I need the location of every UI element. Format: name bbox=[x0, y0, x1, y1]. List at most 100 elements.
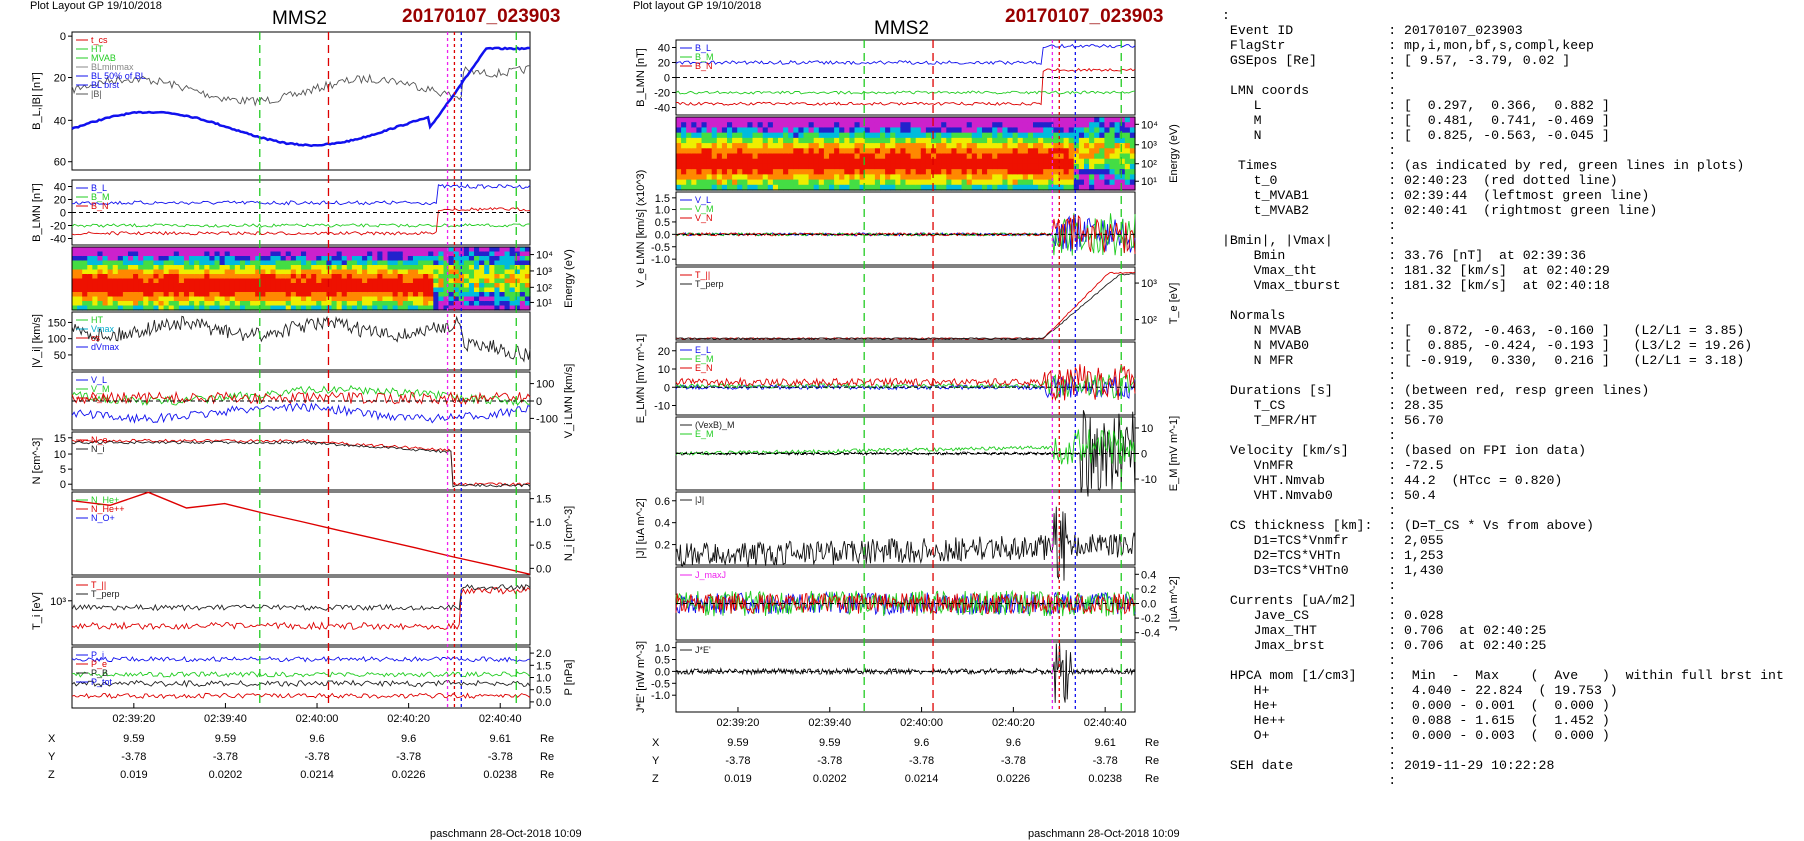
x-tick-label: 02:40:40 bbox=[479, 713, 522, 725]
panel-frame bbox=[71, 491, 531, 576]
x-tick-label: 02:40:40 bbox=[1084, 717, 1127, 729]
series-line bbox=[676, 67, 1136, 106]
y-tick-label: -10 bbox=[1141, 474, 1157, 486]
y-tick-label: -0.5 bbox=[651, 242, 670, 254]
y-tick-label: 40 bbox=[658, 43, 670, 55]
y-axis-label: N [cm^-3] bbox=[31, 438, 43, 485]
coord-value: -3.78 bbox=[304, 751, 329, 763]
mid-spacecraft-title: MMS2 bbox=[874, 18, 929, 39]
x-tick-label: 02:40:00 bbox=[900, 717, 943, 729]
y-tick-label: -10 bbox=[654, 401, 670, 413]
series-line bbox=[675, 429, 1136, 465]
series-line bbox=[71, 402, 531, 424]
series-line bbox=[676, 642, 1136, 703]
y-tick-label: 0.5 bbox=[655, 655, 670, 667]
y-tick-label: 0 bbox=[60, 31, 66, 43]
y-tick-label: 20 bbox=[658, 58, 670, 70]
coord-value: 9.59 bbox=[727, 737, 748, 749]
coord-value: 9.6 bbox=[309, 733, 324, 745]
coord-value: -3.78 bbox=[213, 751, 238, 763]
series-line bbox=[71, 491, 531, 575]
y-axis-label: B_L,|B| [nT] bbox=[31, 72, 43, 130]
y-tick-label: 0.0 bbox=[1141, 599, 1156, 611]
series-line bbox=[675, 271, 1136, 340]
coord-value: 0.0238 bbox=[483, 769, 517, 781]
y-axis-label: B_LMN [nT] bbox=[31, 183, 43, 242]
legend-label: t_cs bbox=[91, 35, 108, 45]
series-line bbox=[71, 207, 531, 236]
coord-value: 0.0238 bbox=[1088, 773, 1122, 785]
coord-value: -3.78 bbox=[817, 755, 842, 767]
coord-value: 0.0226 bbox=[997, 773, 1031, 785]
y-tick-label: -1.0 bbox=[651, 254, 670, 266]
mid-footer: paschmann 28-Oct-2018 10:09 bbox=[1028, 828, 1180, 840]
series-line bbox=[71, 315, 531, 363]
y-tick-label: 0.4 bbox=[655, 518, 670, 530]
y-tick-label: 0.6 bbox=[655, 496, 670, 508]
y-tick-label: 10 bbox=[658, 364, 670, 376]
coord-value: 0.019 bbox=[724, 773, 752, 785]
y-tick-label: 150 bbox=[48, 317, 66, 329]
panel-frame bbox=[675, 116, 1136, 191]
y-axis-label: T_i [eV] bbox=[31, 592, 43, 630]
legend-label: V_N bbox=[91, 393, 109, 403]
legend-label: V_N bbox=[695, 213, 713, 223]
coord-value: -3.78 bbox=[121, 751, 146, 763]
y-tick-label: 0.2 bbox=[1141, 584, 1156, 596]
legend-label: P_i bbox=[91, 650, 104, 660]
y-axis-label: J [uA m^-2] bbox=[1168, 576, 1180, 631]
x-tick-label: 02:39:20 bbox=[112, 713, 155, 725]
y-tick-label: 0 bbox=[1141, 449, 1147, 461]
y-tick-label: 10² bbox=[1141, 315, 1157, 327]
y-axis-label: E_LMN [mV m^-1] bbox=[635, 334, 647, 424]
y-tick-label: 10 bbox=[1141, 423, 1153, 435]
y-tick-label: 0.4 bbox=[1141, 569, 1156, 581]
coord-row-label: Z bbox=[652, 773, 659, 785]
legend-label: BL brst bbox=[91, 80, 120, 90]
x-tick-label: 02:39:40 bbox=[808, 717, 851, 729]
y-tick-label: 1.5 bbox=[536, 494, 551, 506]
legend-label: N_He++ bbox=[91, 504, 125, 514]
legend-label: T_|| bbox=[91, 580, 106, 590]
y-tick-label: -0.4 bbox=[1141, 628, 1160, 640]
coord-unit: Re bbox=[540, 769, 554, 781]
y-tick-label: 1.5 bbox=[536, 660, 551, 672]
y-tick-label: -1.0 bbox=[651, 690, 670, 702]
y-tick-label: -20 bbox=[654, 88, 670, 100]
mid-event-title: 20170107_023903 bbox=[1005, 6, 1164, 27]
coord-row-label: Y bbox=[652, 755, 660, 767]
series-line bbox=[675, 363, 1136, 402]
y-axis-label: |V_i| [km/s] bbox=[31, 314, 43, 368]
legend-label: B_L bbox=[695, 43, 711, 53]
panel-frame bbox=[71, 576, 531, 646]
legend-label: N_i bbox=[91, 444, 105, 454]
y-tick-label: 10¹ bbox=[536, 297, 552, 309]
legend-label: B_M bbox=[91, 192, 110, 202]
y-tick-label: 10² bbox=[1141, 159, 1157, 171]
coord-value: 9.59 bbox=[123, 733, 144, 745]
coord-value: -3.78 bbox=[396, 751, 421, 763]
left-spacecraft-title: MMS2 bbox=[272, 8, 327, 29]
y-tick-label: 1.0 bbox=[655, 205, 670, 217]
y-tick-label: 0 bbox=[664, 382, 670, 394]
y-tick-label: 0 bbox=[664, 73, 670, 85]
series-line bbox=[71, 390, 531, 406]
series-line bbox=[71, 46, 531, 148]
y-tick-label: -40 bbox=[654, 103, 670, 115]
x-tick-label: 02:40:20 bbox=[992, 717, 1035, 729]
coord-row-label: X bbox=[652, 737, 660, 749]
series-line bbox=[675, 43, 1136, 65]
panel-frame bbox=[675, 191, 1136, 266]
coord-unit: Re bbox=[1145, 773, 1159, 785]
legend-label: E_M bbox=[695, 354, 714, 364]
legend-label: P_e bbox=[91, 659, 107, 669]
y-tick-label: 0.0 bbox=[536, 563, 551, 575]
legend-label: B_L bbox=[91, 183, 107, 193]
y-tick-label: 20 bbox=[54, 73, 66, 85]
series-line bbox=[675, 273, 1135, 340]
y-tick-label: -20 bbox=[50, 221, 66, 233]
coord-unit: Re bbox=[1145, 755, 1159, 767]
coord-value: 0.0214 bbox=[905, 773, 939, 785]
series-line bbox=[71, 586, 531, 631]
y-axis-label: V_i LMN [km/s] bbox=[563, 364, 575, 439]
